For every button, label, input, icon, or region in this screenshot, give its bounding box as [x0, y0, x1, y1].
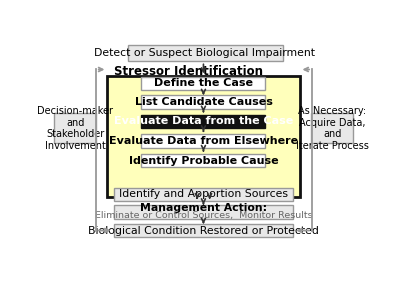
- Bar: [107, 76, 300, 196]
- Text: Biological Condition Restored or Protected: Biological Condition Restored or Protect…: [88, 226, 319, 236]
- Bar: [114, 224, 293, 237]
- Bar: [142, 115, 266, 128]
- Text: Decision-maker
and
Stakeholder
Involvement: Decision-maker and Stakeholder Involveme…: [38, 106, 114, 151]
- Bar: [128, 45, 282, 62]
- Bar: [311, 113, 353, 143]
- Text: Evaluate Data from Elsewhere: Evaluate Data from Elsewhere: [109, 136, 298, 146]
- Bar: [114, 205, 293, 219]
- Text: Define the Case: Define the Case: [154, 78, 253, 88]
- Text: Stressor Identification: Stressor Identification: [114, 65, 262, 78]
- Text: Evaluate Data from the Case: Evaluate Data from the Case: [114, 116, 293, 127]
- Text: Detect or Suspect Biological Impairment: Detect or Suspect Biological Impairment: [94, 48, 316, 58]
- Text: Eliminate or Control Sources,  Monitor Results: Eliminate or Control Sources, Monitor Re…: [95, 211, 312, 220]
- Bar: [114, 188, 293, 201]
- Bar: [142, 154, 266, 167]
- Text: Identify and Apportion Sources: Identify and Apportion Sources: [119, 189, 288, 199]
- Text: As Necessary:
Acquire Data,
and
Iterate Process: As Necessary: Acquire Data, and Iterate …: [296, 106, 368, 151]
- Text: Management Action:: Management Action:: [140, 203, 267, 213]
- Bar: [142, 95, 266, 109]
- Text: Identify Probable Cause: Identify Probable Cause: [129, 156, 278, 166]
- Bar: [54, 113, 96, 143]
- Bar: [142, 134, 266, 148]
- Bar: [142, 77, 266, 90]
- Text: List Candidate Causes: List Candidate Causes: [134, 97, 272, 107]
